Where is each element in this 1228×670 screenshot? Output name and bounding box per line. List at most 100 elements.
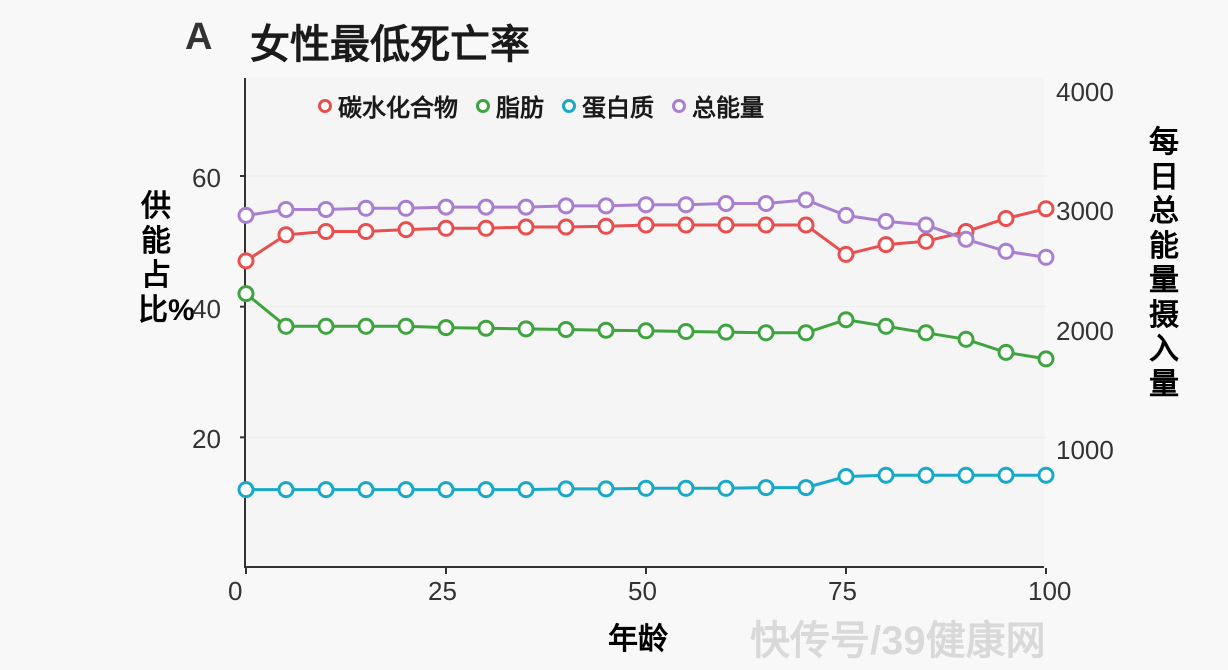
marker-carb [599,219,613,233]
legend-label-fat: 脂肪 [496,88,544,123]
marker-energy [719,197,733,211]
marker-fat [319,319,333,333]
x-axis-label: 年龄 [608,614,668,658]
marker-fat [399,319,413,333]
y-left-tick: 40 [192,294,221,325]
x-tick: 0 [228,576,242,607]
marker-energy [319,203,333,217]
chart-svg [246,78,1044,566]
marker-fat [879,319,893,333]
marker-carb [519,220,533,234]
legend-label-protein: 蛋白质 [582,88,654,123]
marker-protein [959,468,973,482]
marker-energy [919,218,933,232]
marker-energy [479,200,493,214]
marker-fat [959,332,973,346]
marker-protein [799,481,813,495]
legend-item-fat: 脂肪 [476,88,544,123]
marker-fat [279,319,293,333]
marker-energy [399,201,413,215]
x-tick: 100 [1028,576,1071,607]
x-tick: 25 [428,576,457,607]
y-left-tick: 60 [192,163,221,194]
marker-energy [239,208,253,222]
marker-fat [919,326,933,340]
marker-fat [559,323,573,337]
marker-protein [559,482,573,496]
watermark: 快传号/39健康网 [750,608,1046,666]
panel-label: A [185,16,212,59]
marker-protein [239,483,253,497]
y-right-tick: 3000 [1056,196,1114,227]
marker-fat [519,322,533,336]
marker-carb [799,218,813,232]
marker-fat [839,313,853,327]
marker-protein [759,481,773,495]
y-right-tick: 1000 [1056,435,1114,466]
legend-marker-energy [672,99,686,113]
marker-protein [359,483,373,497]
y-axis-left-label: 供能占比% [138,190,174,328]
marker-energy [839,208,853,222]
marker-fat [639,324,653,338]
marker-protein [439,483,453,497]
marker-energy [559,199,573,213]
marker-carb [559,220,573,234]
marker-carb [919,234,933,248]
legend-label-energy: 总能量 [692,88,764,123]
legend-item-carb: 碳水化合物 [318,88,458,123]
marker-energy [519,200,533,214]
y-right-tick: 4000 [1056,77,1114,108]
marker-carb [359,225,373,239]
marker-energy [359,201,373,215]
marker-carb [1039,202,1053,216]
marker-fat [359,319,373,333]
marker-fat [799,326,813,340]
marker-protein [719,481,733,495]
marker-protein [919,468,933,482]
marker-fat [599,323,613,337]
marker-carb [639,218,653,232]
marker-fat [239,287,253,301]
legend-marker-carb [318,99,332,113]
marker-protein [479,483,493,497]
marker-protein [879,468,893,482]
marker-carb [239,254,253,268]
marker-carb [759,218,773,232]
legend-item-protein: 蛋白质 [562,88,654,123]
marker-protein [999,468,1013,482]
marker-fat [999,345,1013,359]
x-tick: 50 [628,576,657,607]
marker-energy [999,244,1013,258]
marker-energy [599,199,613,213]
marker-carb [479,221,493,235]
legend-marker-protein [562,99,576,113]
marker-protein [1039,468,1053,482]
y-left-tick: 20 [192,424,221,455]
marker-carb [679,218,693,232]
marker-protein [279,483,293,497]
y-axis-left-label-text: 供能占比% [138,190,195,327]
marker-energy [639,198,653,212]
marker-carb [999,212,1013,226]
marker-fat [759,326,773,340]
marker-energy [799,193,813,207]
y-axis-right-label-text: 每日总能量摄入量 [1149,126,1179,401]
marker-fat [679,325,693,339]
marker-energy [959,232,973,246]
marker-energy [279,203,293,217]
marker-protein [839,470,853,484]
marker-fat [439,321,453,335]
plot-area [244,78,1044,568]
marker-carb [319,225,333,239]
marker-energy [879,214,893,228]
marker-protein [399,483,413,497]
marker-fat [719,325,733,339]
marker-fat [479,321,493,335]
chart-title: 女性最低死亡率 [250,12,530,70]
marker-fat [1039,352,1053,366]
marker-energy [439,200,453,214]
marker-energy [759,197,773,211]
marker-carb [399,223,413,237]
marker-carb [719,218,733,232]
